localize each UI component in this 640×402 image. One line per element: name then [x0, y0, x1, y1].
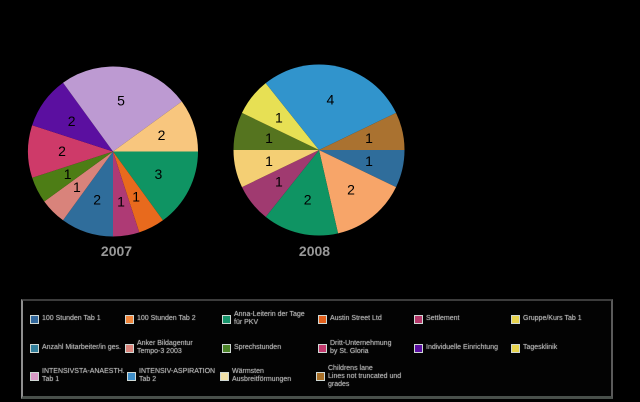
svg-text:2: 2 — [93, 192, 101, 208]
svg-text:2: 2 — [304, 192, 312, 208]
svg-text:2008: 2008 — [299, 243, 330, 259]
svg-text:2: 2 — [68, 113, 76, 129]
svg-text:3: 3 — [155, 166, 163, 182]
svg-text:1: 1 — [73, 179, 81, 195]
svg-text:1: 1 — [64, 166, 72, 182]
svg-text:1: 1 — [365, 130, 373, 146]
svg-text:1: 1 — [265, 153, 273, 169]
svg-text:2: 2 — [347, 182, 355, 198]
svg-text:1: 1 — [117, 193, 125, 209]
svg-text:1: 1 — [132, 188, 140, 204]
svg-text:1: 1 — [275, 174, 283, 190]
svg-text:4: 4 — [327, 92, 335, 108]
svg-text:2007: 2007 — [101, 243, 132, 259]
svg-text:1: 1 — [365, 153, 373, 169]
svg-text:2: 2 — [58, 143, 66, 159]
svg-text:1: 1 — [265, 130, 273, 146]
svg-text:5: 5 — [117, 93, 125, 109]
svg-text:1: 1 — [275, 110, 283, 126]
svg-text:2: 2 — [158, 127, 166, 143]
